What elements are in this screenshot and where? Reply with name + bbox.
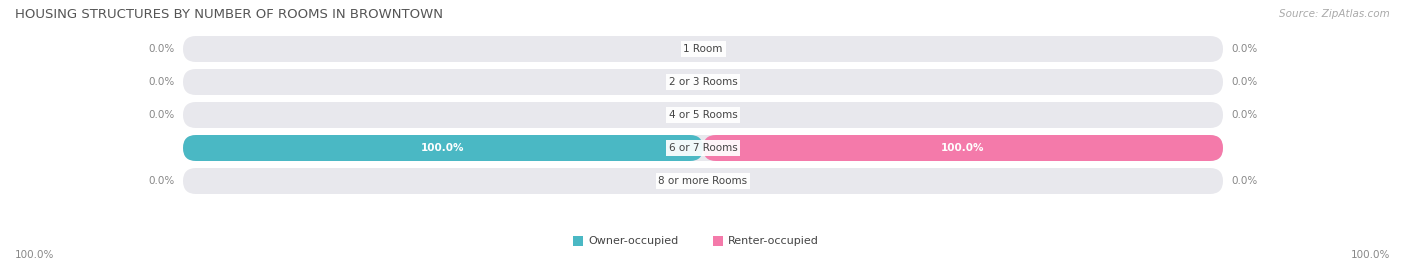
FancyBboxPatch shape [183, 102, 1223, 128]
Text: 0.0%: 0.0% [149, 44, 174, 54]
FancyBboxPatch shape [183, 168, 1223, 194]
FancyBboxPatch shape [183, 36, 1223, 62]
Text: 0.0%: 0.0% [149, 176, 174, 186]
FancyBboxPatch shape [183, 69, 1223, 95]
Text: Owner-occupied: Owner-occupied [588, 236, 678, 246]
Text: Source: ZipAtlas.com: Source: ZipAtlas.com [1279, 9, 1391, 19]
Text: 100.0%: 100.0% [1351, 250, 1391, 260]
Text: 4 or 5 Rooms: 4 or 5 Rooms [669, 110, 737, 120]
Text: 100.0%: 100.0% [941, 143, 984, 153]
Text: 1 Room: 1 Room [683, 44, 723, 54]
Text: 8 or more Rooms: 8 or more Rooms [658, 176, 748, 186]
Text: 6 or 7 Rooms: 6 or 7 Rooms [669, 143, 737, 153]
FancyBboxPatch shape [703, 135, 1223, 161]
Text: 0.0%: 0.0% [1232, 77, 1257, 87]
Text: Renter-occupied: Renter-occupied [728, 236, 818, 246]
Text: 0.0%: 0.0% [1232, 176, 1257, 186]
Text: 100.0%: 100.0% [422, 143, 465, 153]
Text: HOUSING STRUCTURES BY NUMBER OF ROOMS IN BROWNTOWN: HOUSING STRUCTURES BY NUMBER OF ROOMS IN… [15, 8, 443, 20]
FancyBboxPatch shape [183, 135, 703, 161]
Text: 2 or 3 Rooms: 2 or 3 Rooms [669, 77, 737, 87]
FancyBboxPatch shape [183, 135, 1223, 161]
Text: 100.0%: 100.0% [15, 250, 55, 260]
Text: 0.0%: 0.0% [1232, 110, 1257, 120]
Text: 0.0%: 0.0% [149, 110, 174, 120]
Text: 0.0%: 0.0% [149, 77, 174, 87]
FancyBboxPatch shape [713, 236, 723, 246]
Text: 0.0%: 0.0% [1232, 44, 1257, 54]
FancyBboxPatch shape [574, 236, 583, 246]
